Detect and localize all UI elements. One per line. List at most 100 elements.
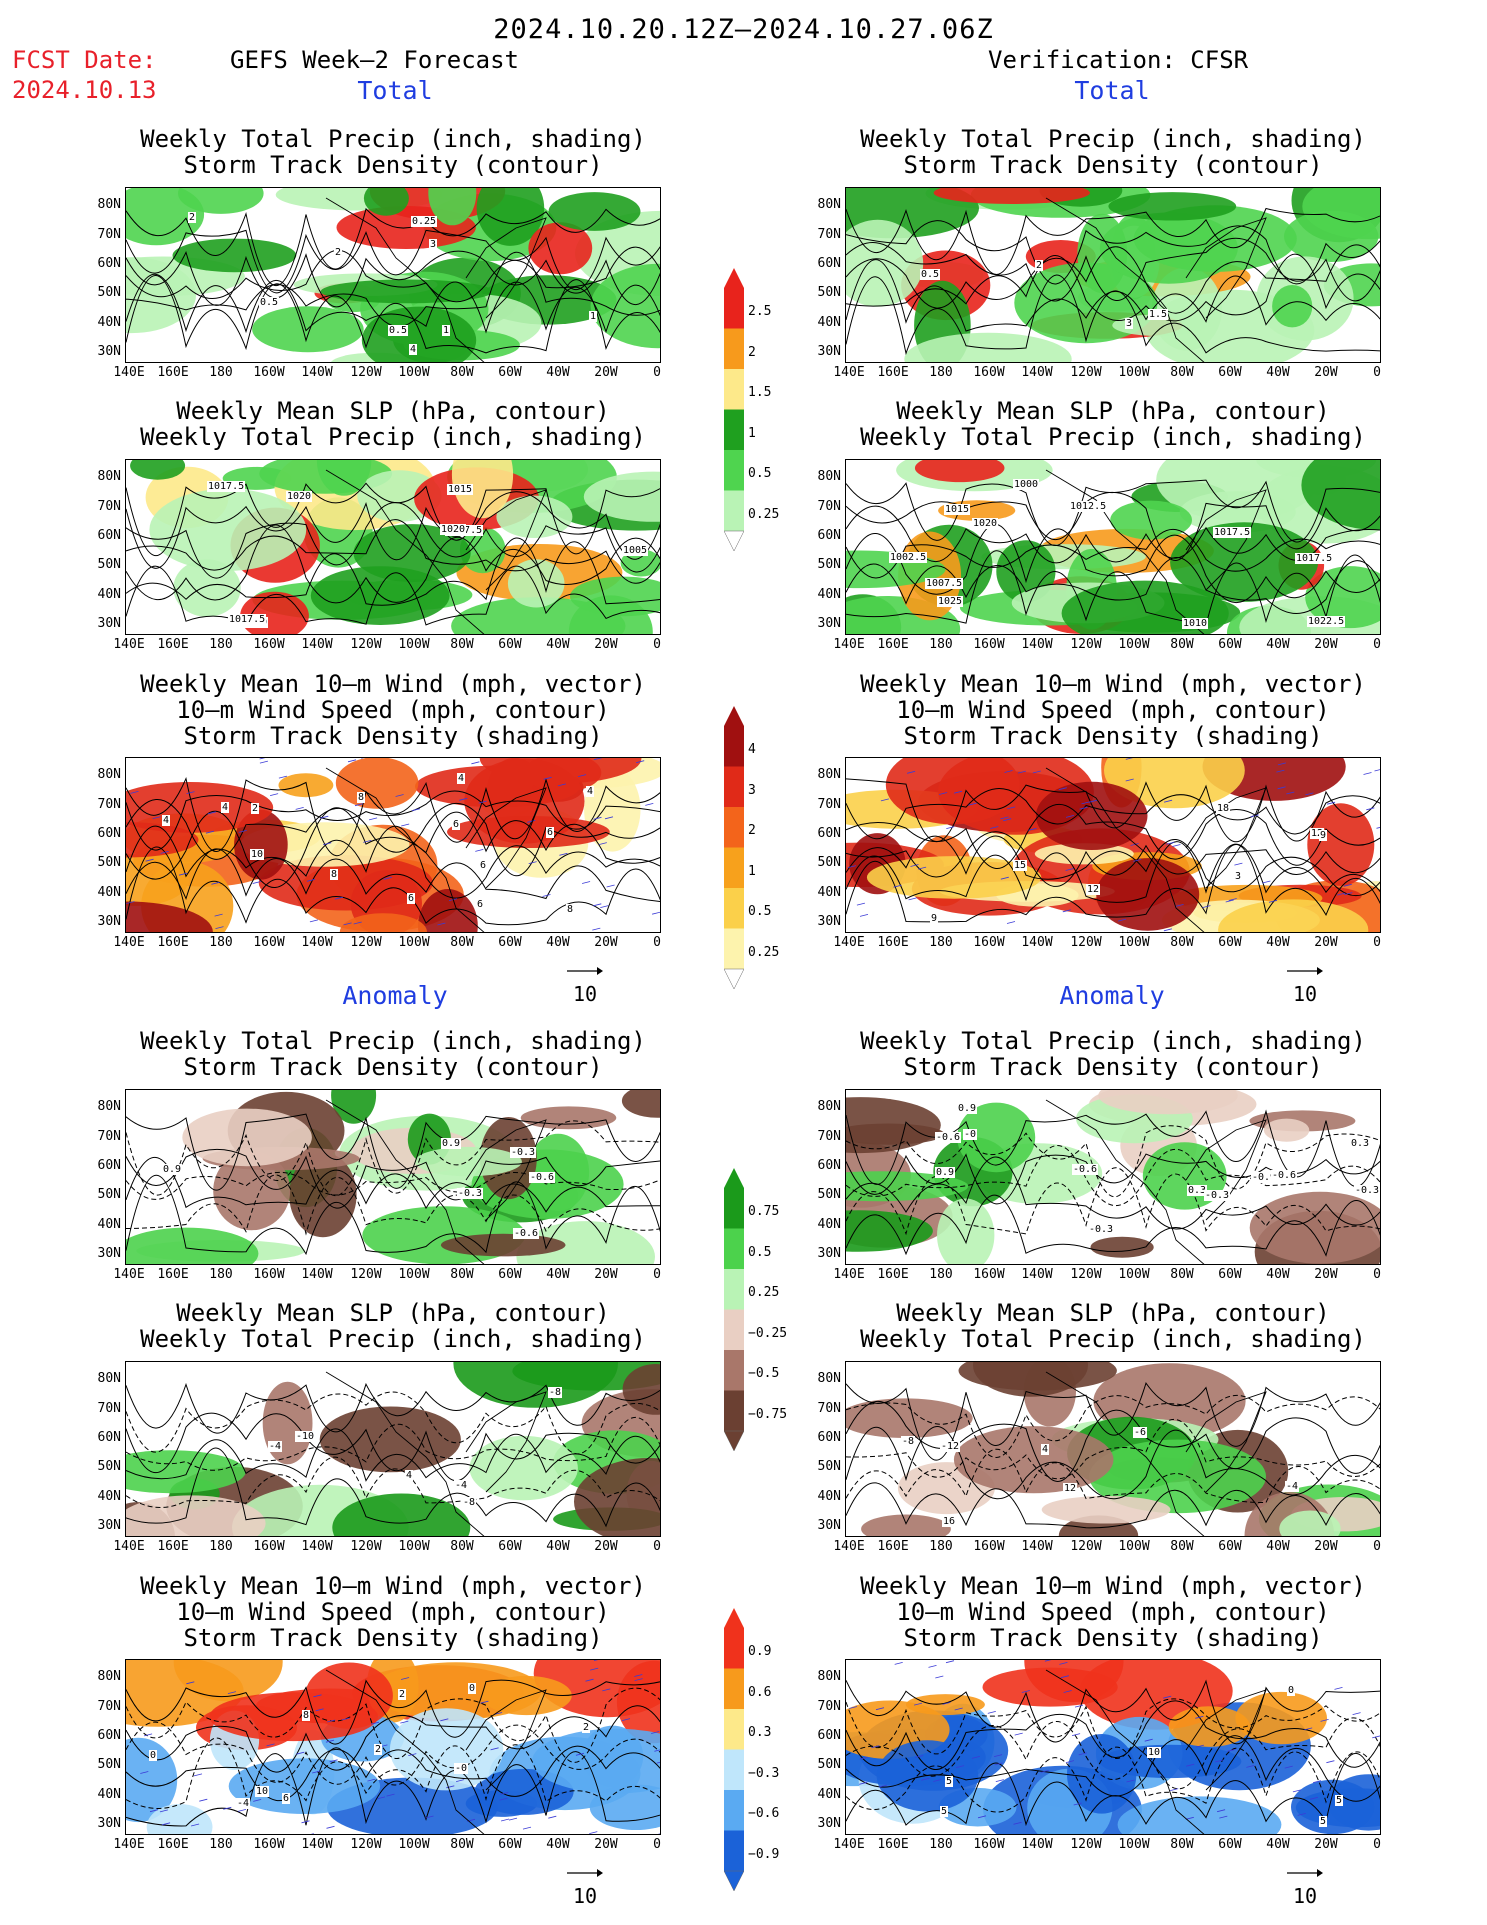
coastline [1045, 1669, 1267, 1834]
lat-label: 70N [817, 797, 841, 812]
lat-label: 60N [817, 256, 841, 271]
shade-blob [1090, 1236, 1154, 1258]
shade-blob [453, 1362, 618, 1408]
wind-vector [636, 760, 645, 764]
lat-label: 50N [97, 557, 121, 572]
lon-label: 100W [398, 365, 430, 380]
shade-blob [520, 1106, 617, 1130]
wind-vector [1126, 1779, 1135, 1783]
colorbar-segment [724, 766, 744, 808]
wind-vector [1044, 1660, 1052, 1662]
colorbar-segment [724, 1309, 744, 1351]
lon-label: 60W [498, 1267, 522, 1282]
colorbar-segment [724, 1350, 744, 1391]
wind-vector [326, 1825, 335, 1829]
contour-line [846, 237, 1380, 302]
wind-vector [589, 1831, 598, 1834]
lon-label: 120W [350, 637, 382, 652]
wind-vector [1309, 1796, 1318, 1800]
lat-label: 50N [97, 1757, 121, 1772]
wind-vector [252, 881, 261, 884]
wind-vector [480, 1700, 489, 1704]
lon-label: 160W [973, 365, 1005, 380]
wind-vector [130, 791, 139, 794]
contour-label: -0.3 [1204, 1190, 1231, 1201]
lon-label: 20W [594, 935, 618, 950]
lon-label: 80W [1170, 637, 1194, 652]
wind-vector [1072, 1733, 1081, 1736]
contour-line [846, 835, 1380, 897]
lon-label: 160E [877, 935, 909, 950]
shade-blob [583, 471, 660, 522]
wind-vector [995, 1779, 1004, 1782]
arrow-right-icon [1287, 1869, 1323, 1877]
wind-vector [522, 1826, 532, 1830]
wind-vector [875, 1707, 885, 1711]
contour-line [846, 1735, 1380, 1802]
wind-vector [1063, 1690, 1072, 1693]
lat-label: 70N [97, 499, 121, 514]
colorbar-segment [724, 1628, 744, 1669]
shade-blob [1302, 188, 1380, 240]
lon-label: 60W [1218, 1539, 1242, 1554]
lon-label: 120W [350, 1539, 382, 1554]
lon-label: 40W [1266, 365, 1290, 380]
lat-label: 40N [97, 885, 121, 900]
contour-label: 8 [357, 792, 366, 803]
lon-label: 80W [450, 637, 474, 652]
colorbar-label: −0.3 [748, 1766, 780, 1781]
wind-vector [1195, 1715, 1204, 1719]
lat-label: 40N [817, 587, 841, 602]
shade-blob [953, 1426, 1114, 1494]
lon-label: 180 [929, 365, 953, 380]
wind-vector [376, 1796, 386, 1800]
contour-line [846, 1448, 1380, 1504]
contour-label: 0.3 [1350, 1138, 1371, 1149]
wind-vector [1060, 1675, 1069, 1679]
wind-vector [910, 864, 919, 867]
coastline [1045, 197, 1267, 362]
colorbar-label: −0.6 [748, 1806, 780, 1821]
contour-label: -4 [236, 1798, 251, 1809]
wind-vector [1175, 904, 1184, 907]
shade-blob [126, 1450, 246, 1494]
shade-blob [904, 332, 1072, 362]
lon-label: 160E [157, 1539, 189, 1554]
contour-line [846, 479, 1380, 547]
wind-vector [367, 1778, 376, 1782]
wind-vector [548, 1815, 557, 1819]
shade-blob [126, 901, 213, 932]
wind-vector [238, 830, 247, 833]
lon-label: 160E [157, 637, 189, 652]
lon-label: 80W [1170, 935, 1194, 950]
contour-label: 16 [942, 1516, 957, 1527]
wind-vector [1228, 898, 1237, 901]
lon-label: 140W [301, 365, 333, 380]
contour-label: 0.3 [1187, 1185, 1208, 1196]
colorbar-cap [724, 1870, 744, 1891]
wind-vector [928, 1665, 937, 1668]
wind-vector [1262, 880, 1271, 884]
wind-vector [527, 819, 536, 823]
wind-vector [149, 1809, 159, 1813]
shade-blob [616, 1660, 660, 1744]
shade-blob [228, 1758, 381, 1814]
lon-label: 100W [398, 637, 430, 652]
contour-line [846, 1419, 1380, 1480]
contour-line [846, 1482, 1380, 1529]
shade-blob [209, 1692, 378, 1742]
contour-line [846, 557, 1380, 614]
lon-label: 180 [209, 365, 233, 380]
wind-vector [1214, 1759, 1224, 1763]
fcst-date-value: 2024.10.13 [12, 76, 157, 104]
lat-label: 70N [817, 1699, 841, 1714]
contour-label: 1 [589, 311, 598, 322]
lon-label: 60W [498, 1539, 522, 1554]
wind-vector [971, 1756, 980, 1759]
wind-vector [1028, 827, 1037, 831]
contour-label: 4 [162, 815, 171, 826]
colorbar-label: 0.9 [748, 1644, 772, 1659]
lon-label: 120W [350, 935, 382, 950]
colorbar-label: −0.75 [748, 1407, 788, 1422]
wind-vector [1058, 787, 1067, 791]
